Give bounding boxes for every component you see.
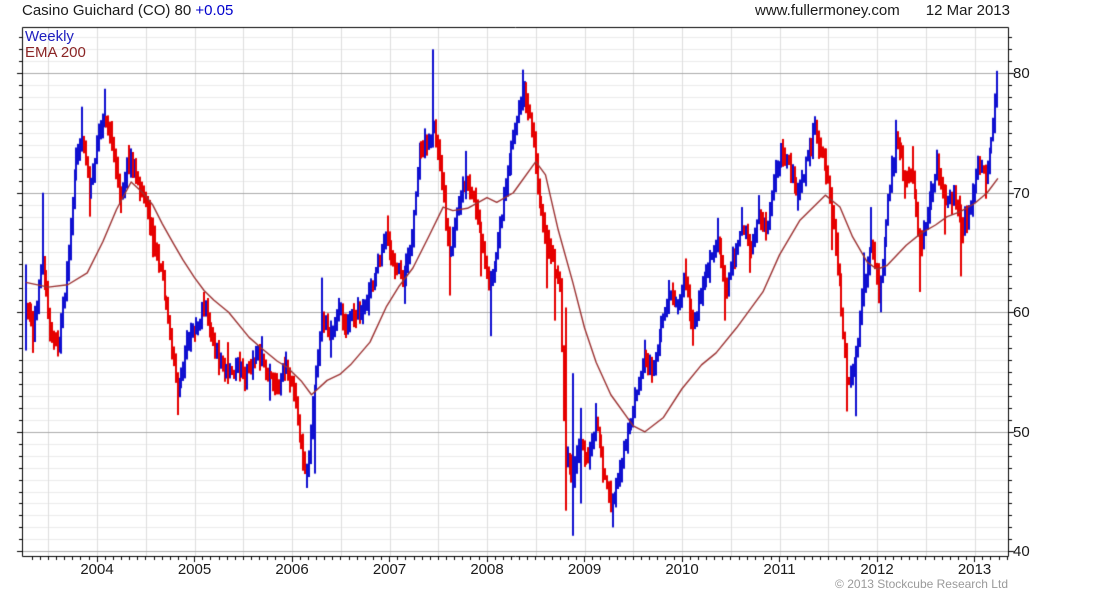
y-axis-label: 40 (1013, 543, 1030, 561)
y-axis-label: 60 (1013, 304, 1030, 322)
x-axis-label: 2009 (567, 561, 602, 578)
x-axis-label: 2013 (957, 561, 992, 578)
x-axis-label: 2012 (860, 561, 894, 578)
copyright-notice: © 2013 Stockcube Research Ltd (835, 577, 1008, 591)
x-axis-label: 2008 (470, 561, 504, 578)
y-axis-label: 50 (1013, 423, 1030, 441)
chart-date: 12 Mar 2013 (925, 2, 1010, 19)
price-change-value: +0.05 (195, 2, 234, 19)
y-axis-label: 70 (1013, 184, 1030, 202)
chart-legend: Weekly EMA 200 (25, 29, 86, 61)
x-axis-label: 2005 (177, 561, 212, 578)
x-axis-label: 2004 (80, 561, 114, 578)
website-link[interactable]: www.fullermoney.com (755, 2, 900, 19)
x-axis-label: 2006 (275, 561, 309, 578)
chart-title: Casino Guichard (CO) 80 +0.05 (22, 2, 233, 19)
y-axis-label: 80 (1013, 65, 1030, 83)
x-axis-label: 2011 (763, 561, 796, 578)
legend-weekly-label: Weekly (25, 28, 74, 45)
instrument-name-and-price: Casino Guichard (CO) 80 (22, 2, 196, 19)
x-axis-label: 2010 (665, 561, 699, 578)
header-right: www.fullermoney.com 12 Mar 2013 (755, 2, 1010, 19)
x-axis-label: 2007 (372, 561, 407, 578)
legend-ema-label: EMA 200 (25, 44, 86, 61)
